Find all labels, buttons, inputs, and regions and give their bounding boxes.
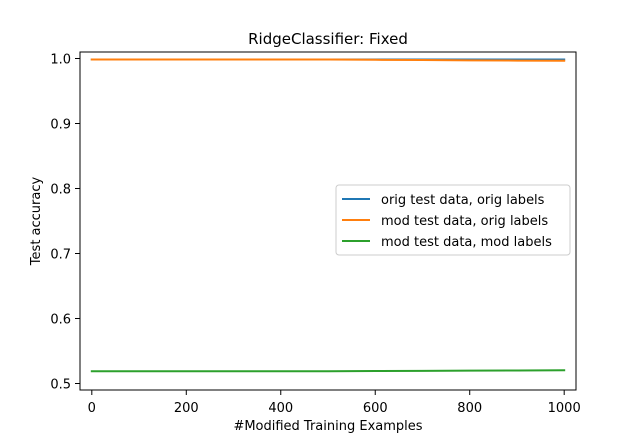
legend: orig test data, orig labels mod test dat… xyxy=(335,184,571,256)
y-tick-label: 0.9 xyxy=(50,118,71,133)
legend-label-orig-test-orig-labels: orig test data, orig labels xyxy=(381,193,545,208)
y-axis-label: Test accuracy xyxy=(29,177,44,267)
legend-label-mod-test-mod-labels: mod test data, mod labels xyxy=(381,235,552,250)
x-tick-label: 600 xyxy=(363,401,388,416)
x-tick-label: 400 xyxy=(268,401,293,416)
x-axis-label: #Modified Training Examples xyxy=(233,419,422,434)
series-line-1 xyxy=(90,58,566,62)
x-tick-label: 200 xyxy=(174,401,199,416)
y-tick-label: 0.7 xyxy=(50,248,71,263)
y-tick-label: 0.8 xyxy=(50,183,71,198)
legend-label-mod-test-orig-labels: mod test data, orig labels xyxy=(381,214,548,229)
x-tick-label: 0 xyxy=(88,401,96,416)
y-axis-ticks: 0.5 0.6 0.7 0.8 0.9 1.0 xyxy=(50,53,80,393)
series-line-2 xyxy=(90,369,566,373)
y-tick-label: 0.5 xyxy=(50,378,71,393)
plot-lines xyxy=(90,58,566,373)
x-tick-label: 1000 xyxy=(548,401,581,416)
y-tick-label: 0.6 xyxy=(50,313,71,328)
x-tick-label: 800 xyxy=(457,401,482,416)
y-tick-label: 1.0 xyxy=(50,53,71,68)
legend-box xyxy=(335,184,571,256)
plot-frame xyxy=(79,51,577,391)
x-axis-ticks: 0 200 400 600 800 1000 xyxy=(88,390,581,416)
chart-title: RidgeClassifier: Fixed xyxy=(248,30,408,48)
